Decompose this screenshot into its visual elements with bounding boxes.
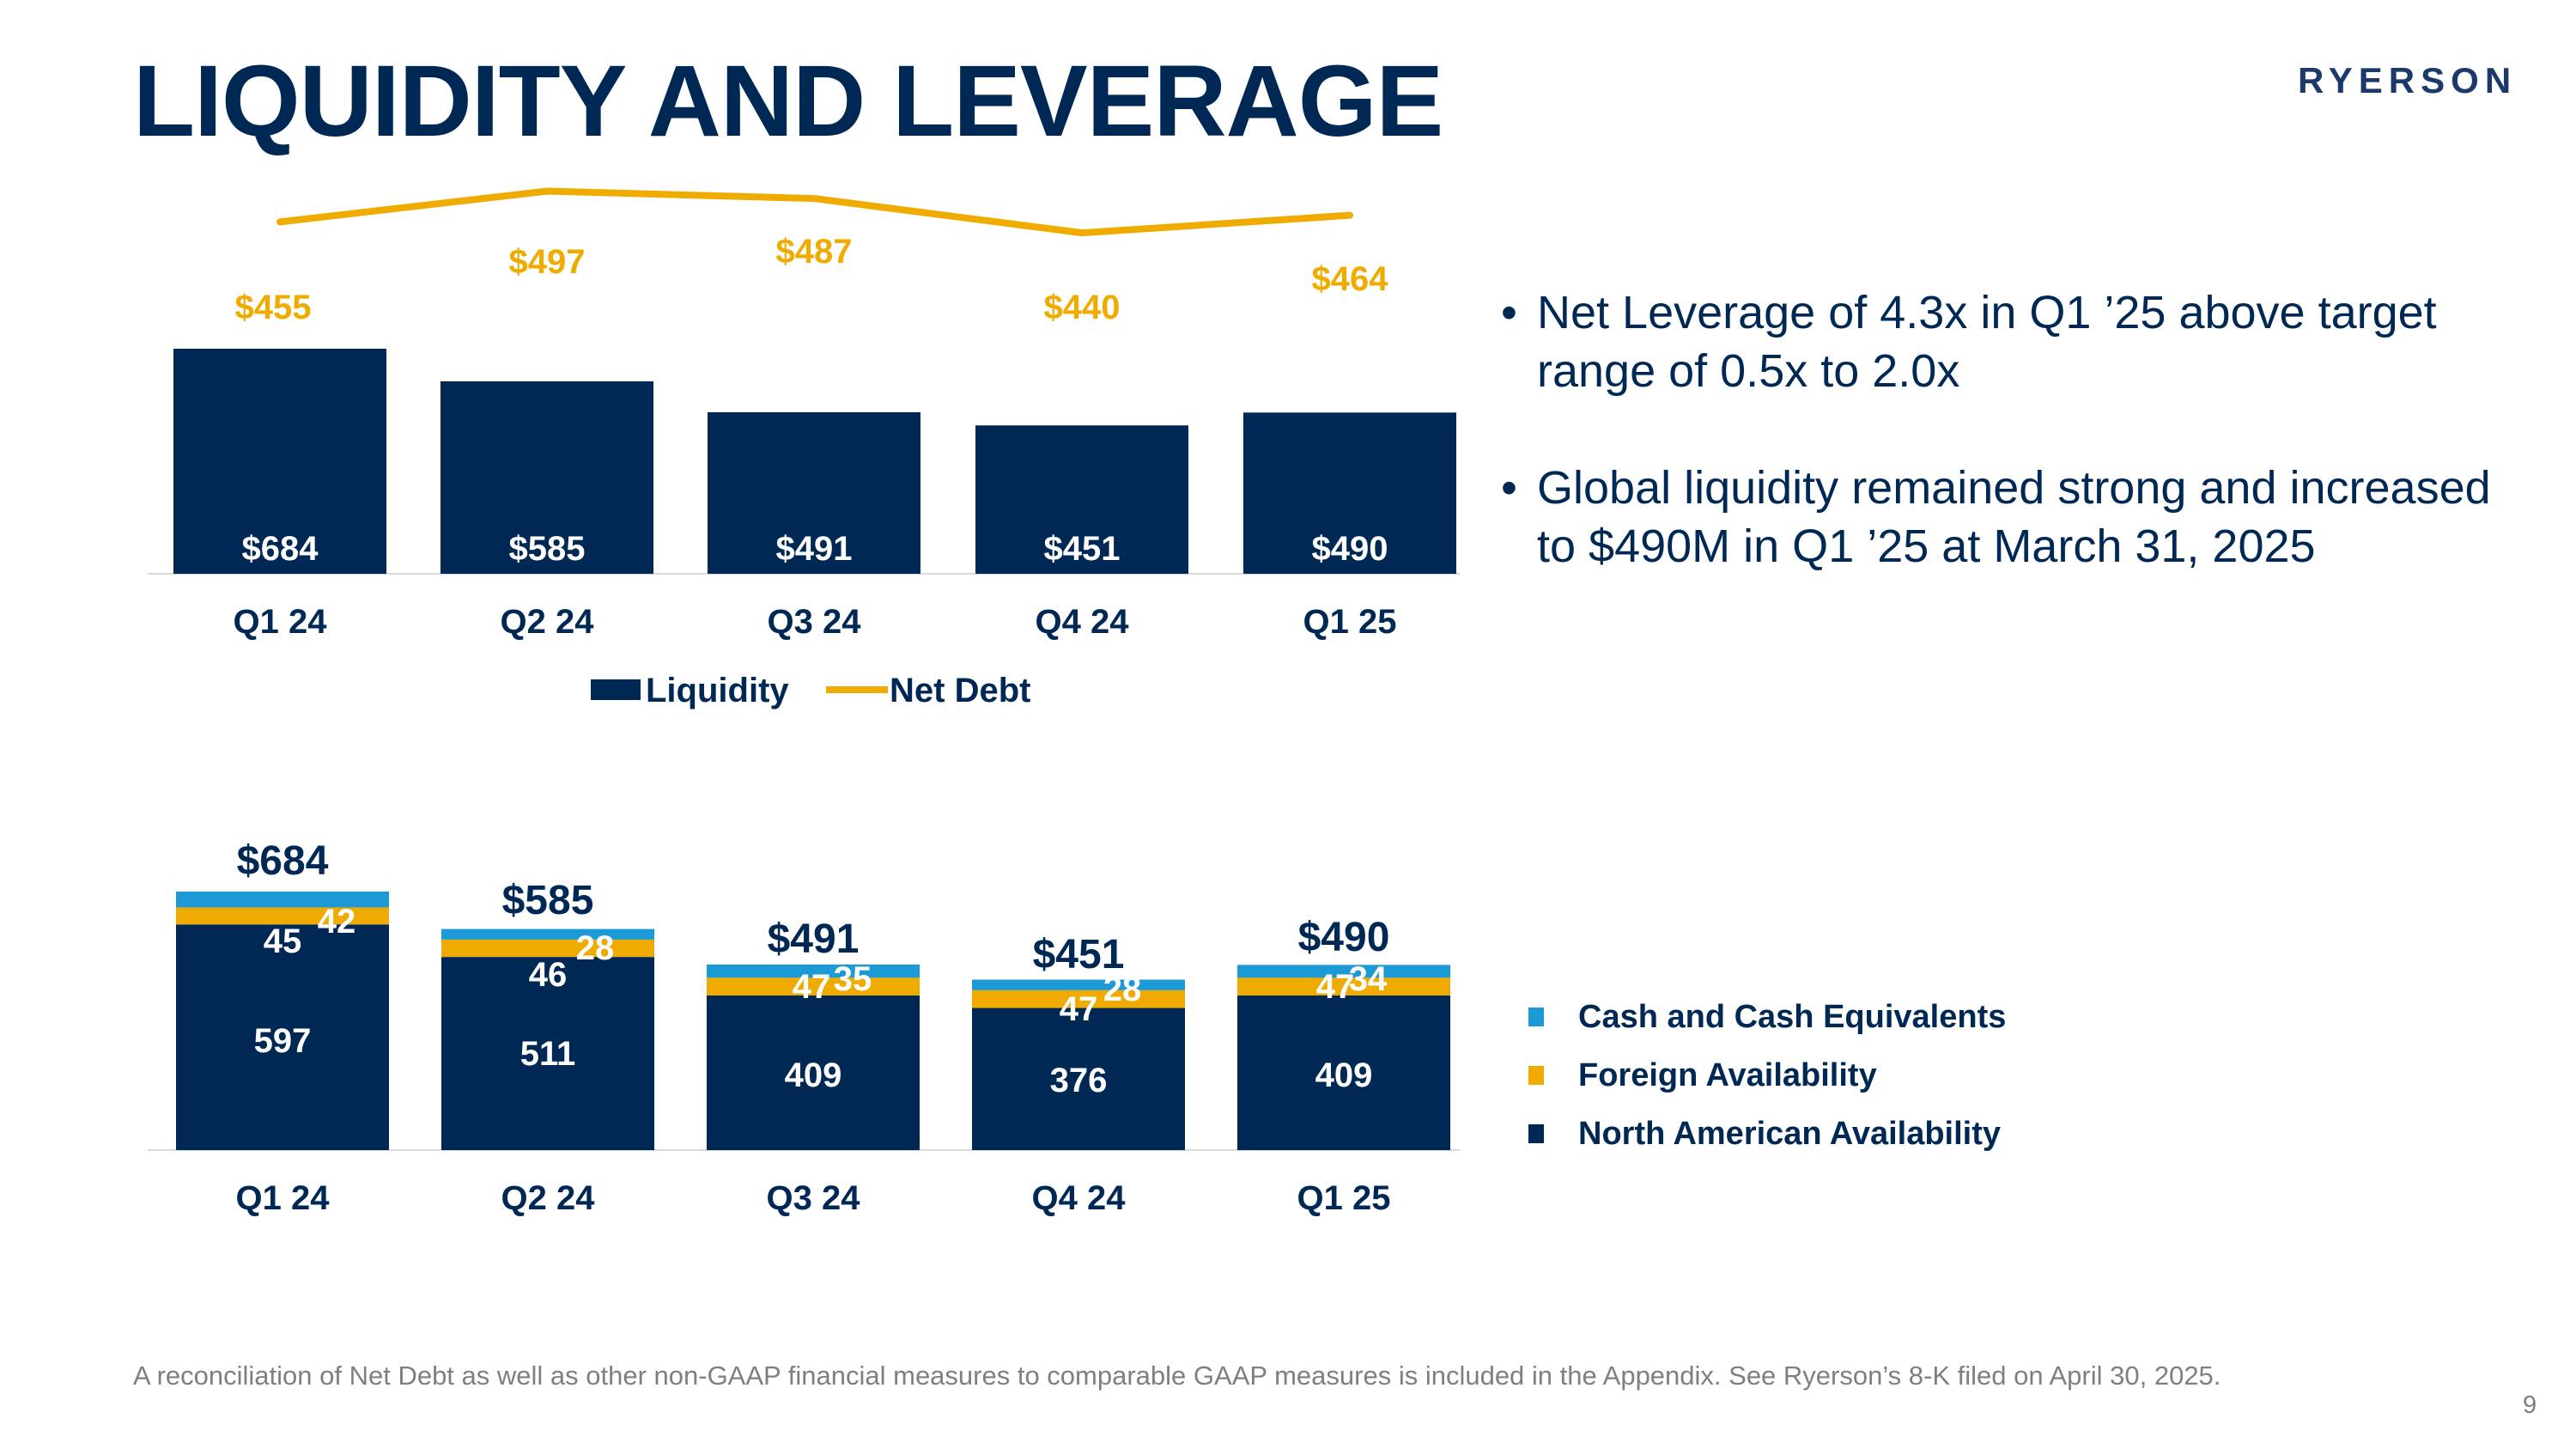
north-american-segment	[176, 924, 389, 1150]
chart2-category-label: Q1 25	[1297, 1179, 1391, 1217]
stacked-chart-legend: Cash and Cash Equivalents Foreign Availa…	[1528, 988, 2006, 1163]
total-liquidity-label: $451	[1033, 932, 1125, 977]
chart1-category-label: Q1 25	[1303, 603, 1397, 641]
foreign-segment	[1237, 977, 1450, 996]
page-number: 9	[2523, 1391, 2537, 1419]
foreign-value-label: 47	[793, 968, 831, 1006]
north-american-value-label: 376	[1050, 1062, 1108, 1099]
liquidity-bar	[440, 381, 653, 574]
cash-value-label: 42	[318, 903, 356, 941]
foreign-value-label: 46	[529, 956, 568, 994]
chart2-category-label: Q2 24	[501, 1179, 596, 1217]
liquidity-bar	[173, 349, 386, 574]
bullet-net-leverage: Net Leverage of 4.3x in Q1 ’25 above tar…	[1501, 283, 2514, 400]
net-debt-line	[276, 187, 1353, 237]
legend-item-cash: Cash and Cash Equivalents	[1528, 988, 2006, 1046]
foreign-value-label: 45	[264, 922, 302, 960]
foreign-segment	[707, 977, 920, 996]
liquidity-value-label: $684	[242, 530, 319, 568]
north-american-segment	[1237, 995, 1450, 1150]
foreign-segment	[441, 939, 654, 958]
cash-segment	[972, 979, 1185, 990]
chart1-category-label: Q1 24	[234, 603, 328, 641]
legend-item-foreign: Foreign Availability	[1528, 1046, 2006, 1105]
net-debt-value-label: $487	[776, 233, 853, 271]
liquidity-bar	[708, 411, 920, 574]
liquidity-value-label: $451	[1044, 530, 1121, 568]
liquidity-value-label: $491	[776, 530, 853, 568]
chart2-category-label: Q1 24	[236, 1179, 331, 1217]
north-american-value-label: 597	[254, 1022, 312, 1060]
cash-segment	[707, 964, 920, 978]
north-american-segment	[707, 995, 920, 1150]
net-debt-value-label: $455	[235, 289, 312, 326]
legend-item-north-american: North American Availability	[1528, 1105, 2006, 1163]
ryerson-logo: RYERSON	[2298, 60, 2518, 100]
cash-value-label: 28	[1103, 971, 1142, 1008]
legend-label-cash: Cash and Cash Equivalents	[1578, 998, 2007, 1035]
net-debt-value-label: $440	[1044, 289, 1121, 326]
liquidity-bar	[975, 425, 1188, 574]
cash-segment	[176, 892, 389, 908]
cash-segment	[441, 928, 654, 940]
north-american-segment	[972, 1008, 1185, 1150]
legend-label-net-debt: Net Debt	[890, 672, 1030, 709]
chart2-category-label: Q3 24	[767, 1179, 861, 1217]
total-liquidity-label: $684	[237, 838, 329, 884]
liquidity-value-label: $490	[1312, 530, 1388, 568]
legend-swatch-north-american	[1528, 1124, 1544, 1143]
legend-swatch-foreign	[1528, 1066, 1544, 1085]
chart1-category-label: Q2 24	[501, 603, 595, 641]
north-american-value-label: 409	[1315, 1056, 1373, 1094]
footnote: A reconciliation of Net Debt as well as …	[133, 1361, 2221, 1391]
liquidity-bar	[1243, 412, 1456, 574]
cash-value-label: 35	[834, 960, 872, 998]
total-liquidity-label: $491	[768, 916, 860, 962]
cash-value-label: 28	[576, 929, 615, 967]
key-points: Net Leverage of 4.3x in Q1 ’25 above tar…	[1501, 283, 2514, 634]
foreign-segment	[176, 907, 389, 925]
net-debt-value-label: $464	[1312, 260, 1389, 298]
legend-label-foreign: Foreign Availability	[1578, 1056, 1877, 1093]
chart1-category-label: Q3 24	[768, 603, 862, 641]
cash-segment	[1237, 965, 1450, 978]
north-american-value-label: 409	[785, 1056, 842, 1094]
page-title: LIQUIDITY AND LEVERAGE	[133, 45, 1443, 158]
foreign-value-label: 47	[1060, 990, 1098, 1028]
total-liquidity-label: $585	[502, 878, 594, 923]
chart2-category-label: Q4 24	[1032, 1179, 1127, 1217]
legend-label-north-american: North American Availability	[1578, 1115, 2002, 1152]
total-liquidity-label: $490	[1298, 915, 1390, 960]
cash-value-label: 34	[1349, 960, 1388, 998]
net-debt-value-label: $497	[509, 243, 586, 281]
bullet-global-liquidity: Global liquidity remained strong and inc…	[1501, 459, 2514, 575]
chart1-category-label: Q4 24	[1036, 603, 1130, 641]
legend-label-liquidity: Liquidity	[646, 672, 789, 709]
liquidity-value-label: $585	[509, 530, 586, 568]
foreign-value-label: 47	[1316, 968, 1355, 1006]
legend-swatch-cash	[1528, 1008, 1544, 1026]
north-american-segment	[441, 957, 654, 1150]
legend-swatch-liquidity	[591, 679, 641, 700]
north-american-value-label: 511	[520, 1035, 576, 1073]
foreign-segment	[972, 989, 1185, 1008]
